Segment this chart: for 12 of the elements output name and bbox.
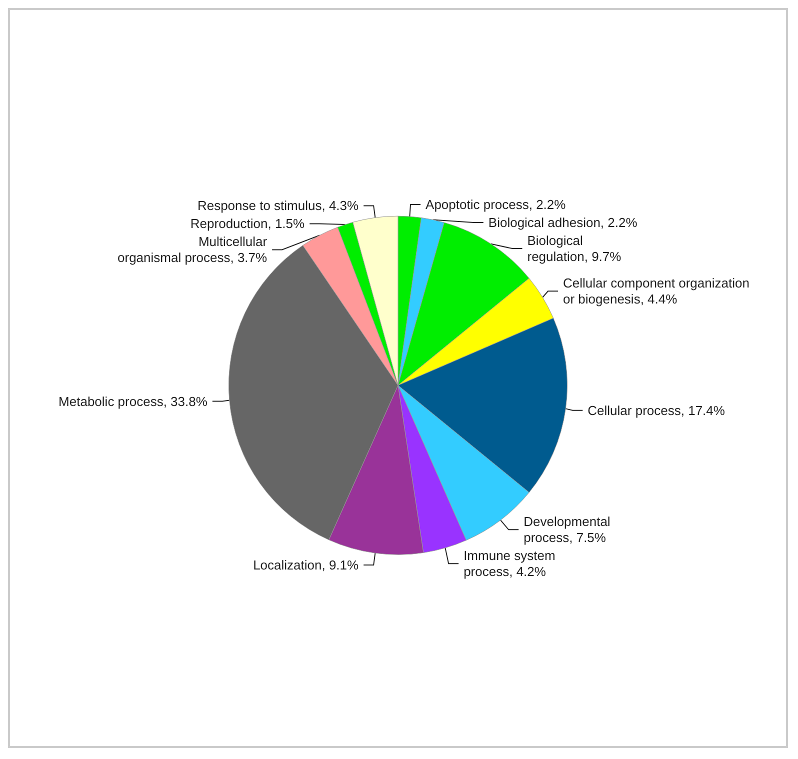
slice-label: Multicellular organismal process, 3.7% [118,234,268,266]
slice-label: Localization, 9.1% [253,557,360,572]
slice-label: Immune system process, 4.2% [464,548,556,580]
slice-label: Response to stimulus, 4.3% [197,198,360,214]
slice-label: Reproduction, 1.5% [190,216,306,232]
slice-label: Developmental process, 7.5% [524,514,610,546]
slice-label: Biological regulation, 9.7% [527,233,622,264]
slice-label: Cellular process, 17.4% [588,402,726,418]
slice-label: Apoptotic process, 2.2% [426,197,566,212]
slice-label: Metabolic process, 33.8% [58,394,208,409]
slice-label: Cellular component organization or biogenesis, 4.4% [562,276,750,307]
slice-label: Biological adhesion, 2.2% [488,215,638,230]
